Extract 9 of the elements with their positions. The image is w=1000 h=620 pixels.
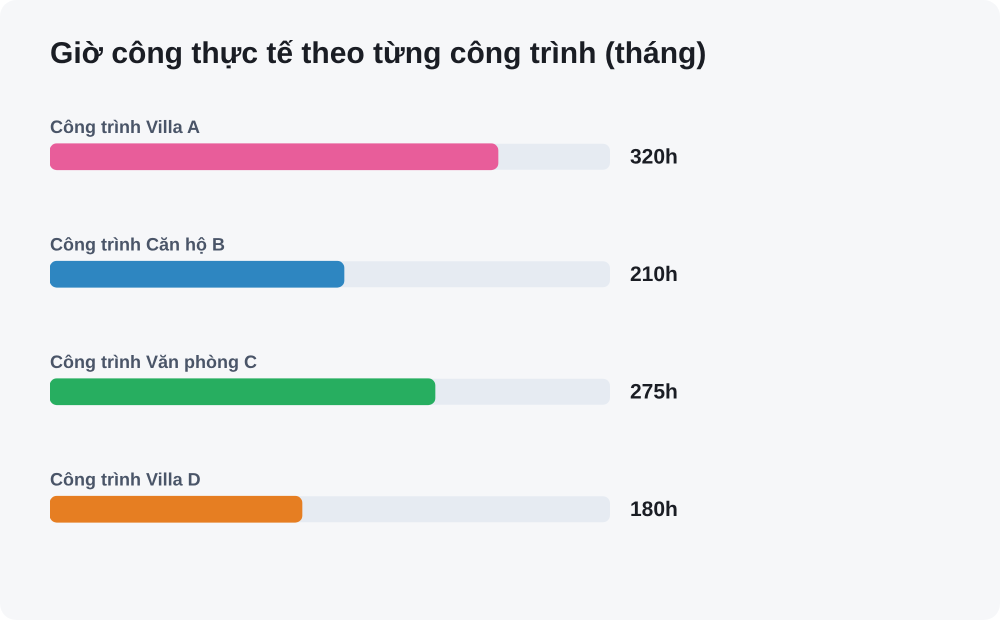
data-label: 275h	[630, 380, 678, 404]
y-tick-label: Công trình Văn phòng C	[50, 352, 257, 372]
data-label: 180h	[630, 498, 678, 522]
y-tick-label: Công trình Villa A	[50, 116, 200, 137]
chart-title: Giờ công thực tế theo từng công trình (tháng)	[50, 36, 706, 72]
data-label: 210h	[630, 263, 678, 286]
y-tick-label: Công trình Căn hộ B	[50, 234, 225, 254]
y-tick-label: Công trình Villa D	[50, 469, 201, 490]
data-label: 320h	[630, 146, 678, 169]
